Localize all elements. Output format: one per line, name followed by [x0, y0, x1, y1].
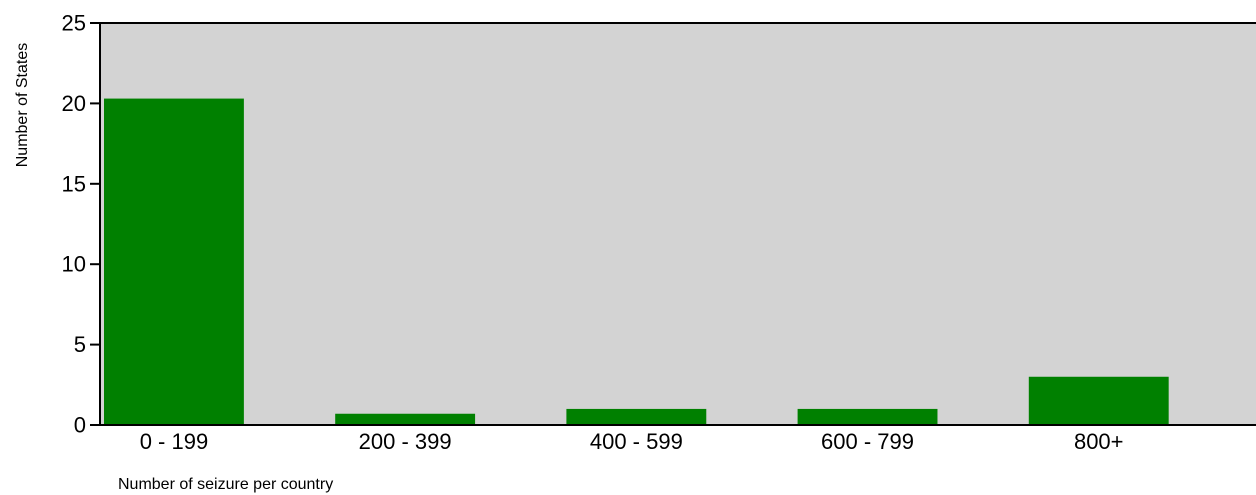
bar: [797, 408, 938, 425]
y-tick-label: 10: [62, 252, 86, 277]
bars-group: [104, 98, 1169, 426]
x-axis-title: Number of seizure per country: [118, 476, 333, 493]
y-tick-label: 5: [74, 332, 86, 357]
x-tick-label: 600 - 799: [821, 429, 914, 454]
y-tick-label: 20: [62, 91, 86, 116]
bar: [104, 98, 244, 426]
bar: [335, 413, 476, 425]
x-tick-label: 800+: [1074, 429, 1124, 454]
x-tick-label: 400 - 599: [590, 429, 683, 454]
bar: [1028, 376, 1169, 425]
bar: [566, 408, 707, 425]
plot-area: [100, 23, 1256, 425]
x-tick-label: 0 - 199: [140, 429, 209, 454]
y-tick-label: 0: [74, 413, 86, 438]
y-ticks-group: 0 5 10 15 20 25: [62, 11, 100, 438]
x-ticks-group: 0 - 199 200 - 399 400 - 599 600 - 799 800+: [140, 429, 1124, 454]
y-tick-label: 25: [62, 11, 86, 36]
y-tick-label: 15: [62, 171, 86, 196]
y-axis-title: Number of States: [14, 43, 31, 168]
x-tick-label: 200 - 399: [359, 429, 452, 454]
